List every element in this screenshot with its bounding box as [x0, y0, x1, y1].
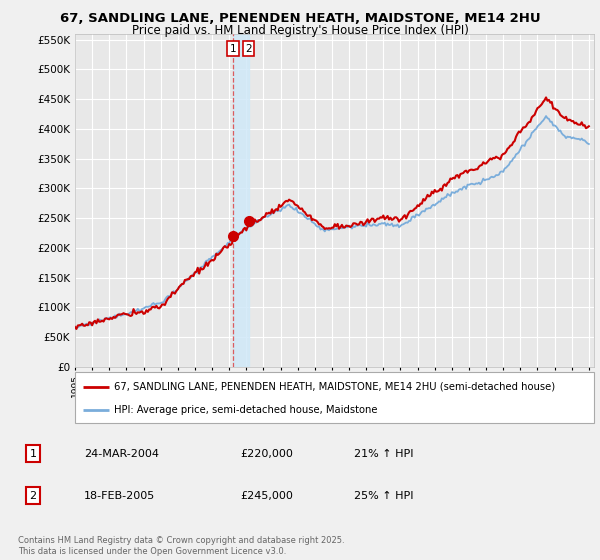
Bar [233, 34, 248, 367]
Text: £220,000: £220,000 [240, 449, 293, 459]
Text: 2: 2 [29, 491, 37, 501]
Text: HPI: Average price, semi-detached house, Maidstone: HPI: Average price, semi-detached house,… [114, 405, 377, 415]
Text: Price paid vs. HM Land Registry's House Price Index (HPI): Price paid vs. HM Land Registry's House … [131, 24, 469, 36]
Text: 1: 1 [29, 449, 37, 459]
Text: 1: 1 [230, 44, 236, 54]
Text: 67, SANDLING LANE, PENENDEN HEATH, MAIDSTONE, ME14 2HU: 67, SANDLING LANE, PENENDEN HEATH, MAIDS… [59, 12, 541, 25]
Text: 24-MAR-2004: 24-MAR-2004 [84, 449, 159, 459]
Text: 2: 2 [245, 44, 252, 54]
Text: 67, SANDLING LANE, PENENDEN HEATH, MAIDSTONE, ME14 2HU (semi-detached house): 67, SANDLING LANE, PENENDEN HEATH, MAIDS… [114, 381, 555, 391]
Text: £245,000: £245,000 [240, 491, 293, 501]
Text: Contains HM Land Registry data © Crown copyright and database right 2025.
This d: Contains HM Land Registry data © Crown c… [18, 536, 344, 556]
Text: 18-FEB-2005: 18-FEB-2005 [84, 491, 155, 501]
Text: 25% ↑ HPI: 25% ↑ HPI [354, 491, 413, 501]
Text: 21% ↑ HPI: 21% ↑ HPI [354, 449, 413, 459]
